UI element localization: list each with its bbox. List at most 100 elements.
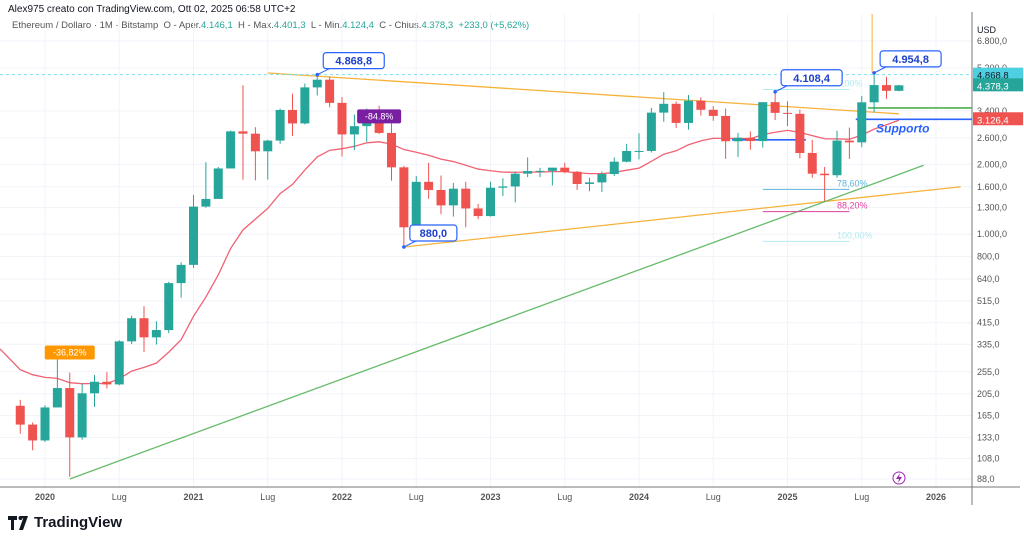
candle <box>510 171 520 203</box>
candle-body <box>201 198 211 207</box>
y-tick-label: 640,0 <box>977 274 1000 284</box>
candle <box>275 108 285 144</box>
candle <box>807 139 817 178</box>
trendline-orange <box>267 72 899 115</box>
candle-body <box>411 181 421 228</box>
candle-body <box>176 264 186 284</box>
callout-anchor <box>872 71 876 75</box>
tradingview-logo[interactable]: TradingView <box>8 514 122 531</box>
candle <box>139 306 149 353</box>
candle-body <box>486 187 495 217</box>
price-tag <box>973 112 1023 126</box>
close-label: C - Chius. <box>379 20 422 31</box>
candle-body <box>560 167 570 172</box>
candle <box>498 178 508 196</box>
close-value: 4.378,3 <box>421 20 454 31</box>
candle <box>15 399 25 434</box>
candle <box>783 101 792 127</box>
lightning-icon-bolt <box>896 473 902 483</box>
candle-body <box>572 171 582 184</box>
callout-box <box>409 224 458 242</box>
candle <box>560 162 570 174</box>
candle <box>733 132 743 157</box>
candle-body <box>28 424 38 441</box>
candle-body <box>288 109 297 124</box>
candle-body <box>461 188 471 209</box>
fib-level-label: 88,20% <box>837 201 868 211</box>
candle-body <box>510 173 520 187</box>
candle <box>90 375 99 407</box>
candle-body <box>820 173 830 176</box>
candle-body <box>213 168 223 199</box>
y-tick-label: 255,0 <box>977 367 1000 377</box>
symbol-name: Ethereum / Dollaro · 1M · Bitstamp <box>12 20 159 31</box>
high-label: H - Max. <box>238 20 274 31</box>
candle-body <box>585 182 594 184</box>
candle-body <box>857 102 867 143</box>
candle-body <box>807 152 817 174</box>
price-tag-label: 4.868,8 <box>977 71 1009 82</box>
candle-body <box>473 208 483 217</box>
candle <box>151 321 161 345</box>
candle-body <box>659 103 669 113</box>
candle <box>721 108 731 159</box>
candle-body <box>250 133 260 152</box>
low-value: 4.124,4 <box>342 20 374 31</box>
callout-label: 4.954,8 <box>892 54 929 66</box>
candle <box>40 405 50 443</box>
candle <box>882 76 891 99</box>
candle <box>473 203 483 220</box>
candle-body <box>894 85 904 91</box>
candle <box>671 101 681 128</box>
candle <box>857 95 867 148</box>
y-tick-label: 335,0 <box>977 339 1000 349</box>
x-tick-label: 2022 <box>332 492 352 502</box>
candle-body <box>609 161 619 175</box>
candle <box>585 177 594 192</box>
candle-body <box>597 174 607 183</box>
candle-body <box>770 102 780 113</box>
candle-body <box>882 85 891 91</box>
y-tick-label: 2.600,0 <box>977 133 1007 143</box>
candle <box>461 181 471 228</box>
candle-body <box>832 140 842 176</box>
x-tick-label: 2026 <box>926 492 946 502</box>
candle <box>77 383 87 440</box>
candle-body <box>721 115 731 142</box>
candle-body <box>387 132 396 168</box>
candle-body <box>164 283 174 331</box>
candle <box>535 167 545 178</box>
lightning-icon[interactable] <box>892 471 906 485</box>
candle-body <box>40 407 50 441</box>
candle-body <box>424 181 434 190</box>
x-tick-label: Lug <box>112 492 127 502</box>
x-tick-label: Lug <box>260 492 275 502</box>
candle-body <box>312 79 322 88</box>
x-tick-label: Lug <box>409 492 424 502</box>
symbol-legend: Ethereum / Dollaro · 1M · Bitstamp O - A… <box>12 20 529 31</box>
candle <box>869 72 879 113</box>
candle <box>349 114 359 151</box>
candle-body <box>114 341 124 385</box>
candle <box>176 262 186 298</box>
y-tick-label: 88,0 <box>977 474 995 484</box>
candle <box>770 91 780 121</box>
candle <box>844 127 854 159</box>
candle-body <box>523 171 533 174</box>
candle <box>547 167 557 186</box>
candle-body <box>684 100 693 123</box>
y-tick-label: 1.000,0 <box>977 229 1007 239</box>
candle <box>238 85 248 180</box>
y-tick-label: 415,0 <box>977 318 1000 328</box>
candle <box>486 181 495 217</box>
candle-body <box>238 131 248 134</box>
candle-body <box>151 330 161 338</box>
candle <box>28 422 38 451</box>
candle <box>114 340 124 386</box>
trendline-green <box>69 164 924 480</box>
candle <box>263 139 273 180</box>
candle-body <box>844 140 854 143</box>
y-tick-label: 515,0 <box>977 296 1000 306</box>
candle <box>659 92 669 122</box>
